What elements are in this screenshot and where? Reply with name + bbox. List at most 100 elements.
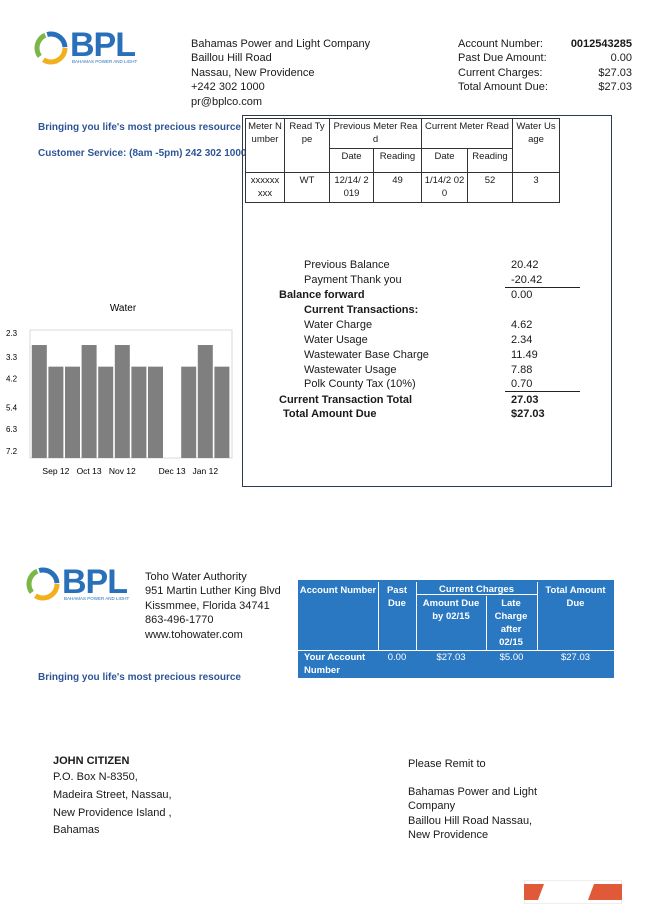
cell: $27.03: [560, 652, 591, 663]
transaction-value: 11.49: [511, 349, 538, 361]
divider: [416, 582, 417, 650]
header-cell: Current Meter Read: [421, 118, 513, 149]
header-cell: Total Amount Due: [545, 585, 606, 609]
header-cell: Past Due: [386, 585, 408, 609]
customer-service: Customer Service: (8am -5pm) 242 302 100…: [38, 148, 247, 159]
cell: WT: [284, 172, 330, 203]
logo-icon: [26, 567, 60, 601]
watermark: [524, 880, 622, 904]
payment-table: Account Number Past Due Current Charges …: [298, 580, 614, 678]
divider: [378, 582, 379, 650]
transaction-value: 27.03: [511, 394, 539, 406]
customer-line: P.O. Box N-8350,: [53, 771, 138, 783]
bar: [131, 366, 147, 458]
header-cell: Read Type: [284, 118, 330, 173]
meter-table: Meter Number Read Type Previous Meter Re…: [245, 118, 560, 203]
transaction-value: 2.34: [511, 334, 533, 346]
account-label: Account Number:: [458, 38, 543, 50]
customer-line: New Providence Island ,: [53, 807, 172, 819]
cell: $27.03: [436, 652, 466, 663]
remit-line: Baillou Hill Road Nassau,: [408, 815, 533, 827]
account-value: 0.00: [610, 52, 632, 64]
transaction-value: 0.70: [511, 378, 533, 390]
company-line: +242 302 1000: [191, 81, 265, 93]
y-tick-label: 5.4: [6, 404, 18, 413]
divider: [416, 594, 537, 595]
x-tick-label: Nov 12: [109, 466, 136, 476]
cell: 52: [467, 172, 513, 203]
header-cell: Current Charges: [439, 584, 514, 595]
transaction-label: Wastewater Base Charge: [304, 349, 429, 361]
customer-name: JOHN CITIZEN: [53, 755, 130, 767]
cell: 0.00: [387, 652, 407, 663]
address-line: Kissmmee, Florida 34741: [145, 600, 270, 612]
header-cell: Late Charge after 02/15: [494, 598, 528, 648]
transaction-label: Wastewater Usage: [304, 364, 397, 376]
transaction-value: 7.88: [511, 364, 533, 376]
divider: [298, 650, 614, 651]
address-line: Toho Water Authority: [145, 571, 247, 583]
remit-line: New Providence: [408, 829, 489, 841]
remit-title: Please Remit to: [408, 758, 486, 770]
transaction-value: 0.00: [511, 289, 533, 301]
account-value: 0012543285: [570, 38, 632, 50]
account-value: $27.03: [598, 67, 632, 79]
logo-text: BPL: [62, 563, 128, 601]
company-line: Baillou Hill Road: [191, 52, 272, 64]
tagline: Bringing you life's most precious resour…: [38, 122, 241, 133]
address-line: 951 Martin Luther King Blvd: [145, 585, 281, 597]
transaction-label: Previous Balance: [304, 259, 390, 271]
bar: [148, 366, 163, 458]
transaction-value: 20.42: [511, 259, 539, 271]
bar: [65, 366, 80, 458]
transaction-label: Polk County Tax (10%): [304, 378, 416, 390]
x-tick-label: Jan 12: [193, 466, 219, 476]
cell: 12/14/ 2019: [329, 172, 374, 203]
divider: [486, 596, 487, 650]
logo-subtitle: BAHAMAS POWER AND LIGHT: [72, 59, 138, 64]
cell: 1/14/2 020: [421, 172, 468, 203]
bar: [31, 345, 47, 458]
statement-box: [242, 115, 612, 487]
logo-subtitle: BAHAMAS POWER AND LIGHT: [64, 596, 130, 601]
bar: [181, 366, 197, 458]
divider: [537, 582, 538, 650]
x-tick-label: Dec 13: [159, 466, 186, 476]
bar: [48, 366, 64, 458]
company-line: Nassau, New Providence: [191, 67, 315, 79]
cell: Your Account Number: [304, 652, 366, 676]
transaction-label: Water Usage: [304, 334, 368, 346]
transaction-value: $27.03: [511, 408, 545, 420]
rule: [505, 287, 580, 288]
bar: [214, 366, 230, 458]
transaction-value: 4.62: [511, 319, 533, 331]
chart-title: Water: [110, 303, 137, 314]
bar: [98, 366, 114, 458]
y-tick-label: 7.2: [6, 447, 18, 456]
cell: $5.00: [499, 652, 524, 663]
company-line: Bahamas Power and Light Company: [191, 38, 371, 50]
logo-icon: [34, 31, 68, 65]
y-tick-label: 2.3: [6, 329, 18, 338]
account-label: Past Due Amount:: [458, 52, 547, 64]
transaction-label: Current Transactions:: [304, 304, 419, 316]
transaction-value: -20.42: [511, 274, 543, 286]
header-cell: Amount Due by 02/15: [422, 598, 480, 622]
customer-line: Bahamas: [53, 824, 100, 836]
remit-line: Company: [408, 800, 456, 812]
transaction-label: Current Transaction Total: [279, 394, 413, 406]
x-tick-label: Oct 13: [77, 466, 102, 476]
tagline: Bringing you life's most precious resour…: [38, 672, 241, 683]
cell: 49: [373, 172, 422, 203]
y-tick-label: 4.2: [6, 375, 18, 384]
customer-line: Madeira Street, Nassau,: [53, 789, 172, 801]
bar: [197, 345, 213, 458]
transaction-label: Payment Thank you: [304, 274, 402, 286]
water-chart: Water 2.3 3.3 4.2 5.4 6.3 7.2 Sep 12 Oct 13 Nov …: [6, 303, 233, 476]
rule: [505, 391, 580, 392]
y-tick-label: 3.3: [6, 353, 18, 362]
subheader-cell: Reading: [467, 148, 513, 173]
header-cell: Previous Meter Read: [329, 118, 422, 149]
header-cell: Water Usage: [512, 118, 560, 173]
